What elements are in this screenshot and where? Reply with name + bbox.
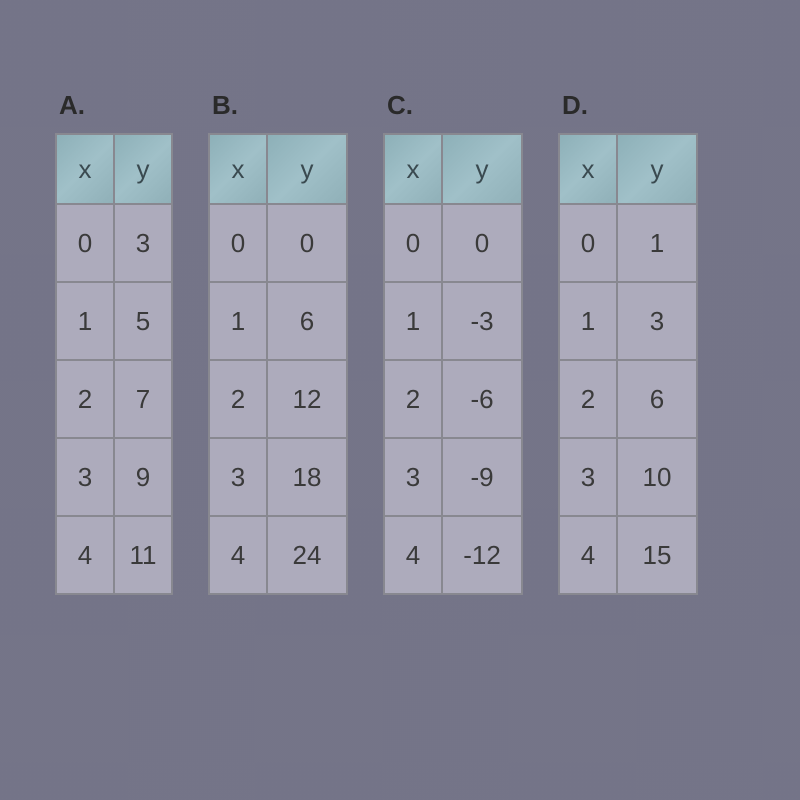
table-b-grid: x y 00 16 212 318 424	[208, 133, 348, 595]
table-b: B. x y 00 16 212 318 424	[208, 90, 348, 710]
table-label-d: D.	[558, 90, 698, 121]
table-row: 03	[56, 204, 172, 282]
cell: -9	[442, 438, 522, 516]
cell: 6	[267, 282, 347, 360]
table-row: 16	[209, 282, 347, 360]
cell: 3	[384, 438, 442, 516]
table-label-c: C.	[383, 90, 523, 121]
table-row: 39	[56, 438, 172, 516]
table-b-col-x: x	[209, 134, 267, 204]
cell: 0	[559, 204, 617, 282]
table-row: 212	[209, 360, 347, 438]
cell: 1	[56, 282, 114, 360]
cell: 1	[384, 282, 442, 360]
table-row: 310	[559, 438, 697, 516]
table-row: 415	[559, 516, 697, 594]
cell: 9	[114, 438, 172, 516]
cell: -3	[442, 282, 522, 360]
cell: 18	[267, 438, 347, 516]
cell: -12	[442, 516, 522, 594]
table-c: C. x y 00 1-3 2-6 3-9 4-12	[383, 90, 523, 710]
table-row: 1-3	[384, 282, 522, 360]
cell: 4	[384, 516, 442, 594]
table-d-col-x: x	[559, 134, 617, 204]
table-row: 00	[209, 204, 347, 282]
table-a-grid: x y 03 15 27 39 411	[55, 133, 173, 595]
cell: 4	[56, 516, 114, 594]
table-row: 318	[209, 438, 347, 516]
cell: 15	[617, 516, 697, 594]
table-row: 00	[384, 204, 522, 282]
table-c-grid: x y 00 1-3 2-6 3-9 4-12	[383, 133, 523, 595]
table-d: D. x y 01 13 26 310 415	[558, 90, 698, 710]
cell: 3	[209, 438, 267, 516]
table-row: 3-9	[384, 438, 522, 516]
table-row: 27	[56, 360, 172, 438]
cell: 3	[114, 204, 172, 282]
cell: 1	[617, 204, 697, 282]
cell: 10	[617, 438, 697, 516]
cell: 2	[209, 360, 267, 438]
cell: 4	[209, 516, 267, 594]
cell: 12	[267, 360, 347, 438]
cell: 0	[267, 204, 347, 282]
table-row: 26	[559, 360, 697, 438]
table-label-a: A.	[55, 90, 173, 121]
table-a-col-x: x	[56, 134, 114, 204]
table-row: 424	[209, 516, 347, 594]
table-c-col-x: x	[384, 134, 442, 204]
table-a-col-y: y	[114, 134, 172, 204]
table-c-col-y: y	[442, 134, 522, 204]
table-a: A. x y 03 15 27 39 411	[55, 90, 173, 710]
cell: 4	[559, 516, 617, 594]
table-row: 4-12	[384, 516, 522, 594]
table-d-col-y: y	[617, 134, 697, 204]
table-row: 15	[56, 282, 172, 360]
cell: 24	[267, 516, 347, 594]
table-label-b: B.	[208, 90, 348, 121]
cell: 3	[559, 438, 617, 516]
cell: 3	[56, 438, 114, 516]
cell: 0	[442, 204, 522, 282]
table-row: 411	[56, 516, 172, 594]
cell: 11	[114, 516, 172, 594]
cell: 0	[384, 204, 442, 282]
cell: -6	[442, 360, 522, 438]
cell: 0	[209, 204, 267, 282]
table-d-grid: x y 01 13 26 310 415	[558, 133, 698, 595]
cell: 1	[209, 282, 267, 360]
cell: 2	[56, 360, 114, 438]
table-row: 13	[559, 282, 697, 360]
cell: 5	[114, 282, 172, 360]
cell: 1	[559, 282, 617, 360]
cell: 2	[384, 360, 442, 438]
cell: 2	[559, 360, 617, 438]
table-b-col-y: y	[267, 134, 347, 204]
cell: 3	[617, 282, 697, 360]
table-row: 01	[559, 204, 697, 282]
cell: 6	[617, 360, 697, 438]
table-row: 2-6	[384, 360, 522, 438]
cell: 7	[114, 360, 172, 438]
cell: 0	[56, 204, 114, 282]
